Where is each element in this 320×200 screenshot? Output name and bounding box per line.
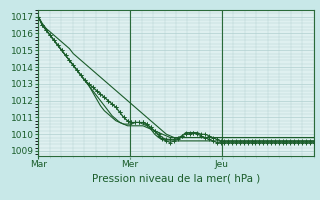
X-axis label: Pression niveau de la mer( hPa ): Pression niveau de la mer( hPa ) bbox=[92, 173, 260, 183]
